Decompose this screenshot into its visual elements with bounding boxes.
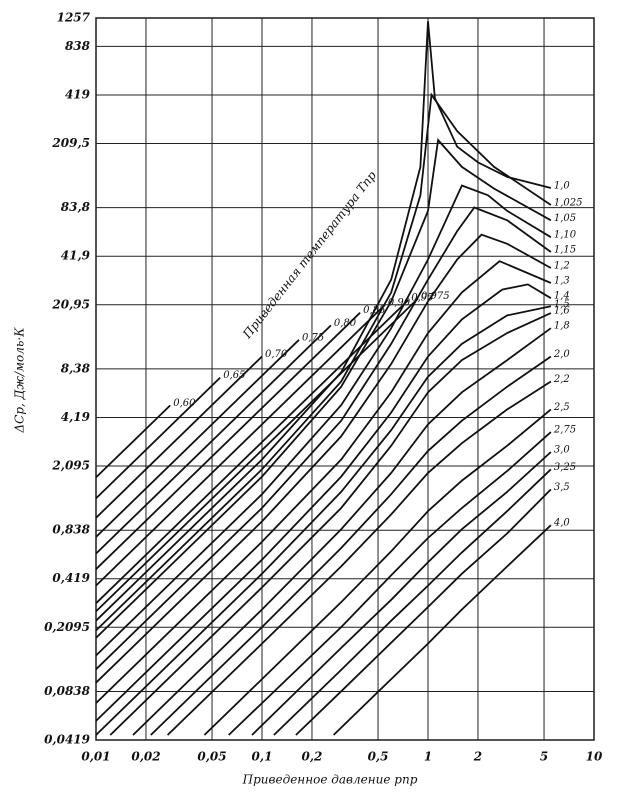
x-tick-label: 1 xyxy=(424,750,432,764)
series-label: 1,5 xyxy=(554,299,570,310)
series-line xyxy=(95,184,552,657)
series-label: 1,0 xyxy=(554,180,571,191)
y-axis-label: ΔCp, Дж/моль·К xyxy=(13,327,27,434)
y-tick-label: 0,419 xyxy=(52,571,90,585)
series-line xyxy=(228,431,552,736)
series-label: 1,8 xyxy=(554,321,570,332)
series-label: 3,5 xyxy=(554,482,570,493)
annotation: Приведенная температура Тпр xyxy=(239,168,379,341)
series-line xyxy=(95,283,552,722)
series-label: 0,975 xyxy=(421,291,450,302)
series-line xyxy=(273,468,552,736)
y-tick-label: 419 xyxy=(65,87,91,101)
series-label: 1,2 xyxy=(554,261,570,272)
series-label: 2,75 xyxy=(553,425,576,436)
series-label: 2,2 xyxy=(553,374,570,385)
series-line xyxy=(150,355,552,736)
series-line xyxy=(166,380,552,736)
x-tick-label: 0,05 xyxy=(197,750,226,764)
series-line xyxy=(95,233,552,684)
y-tick-label: 41,9 xyxy=(61,249,91,263)
y-tick-label: 4,19 xyxy=(61,410,91,424)
series-label: 0,75 xyxy=(302,332,324,343)
y-tick-label: 0,0419 xyxy=(44,733,91,747)
series-label: 0,95 xyxy=(411,293,433,304)
y-tick-label: 1257 xyxy=(57,11,91,25)
series-label: 1,4 xyxy=(554,291,570,302)
x-tick-label: 0,01 xyxy=(81,750,110,764)
x-tick-label: 0,5 xyxy=(368,750,389,764)
x-tick-label: 2 xyxy=(473,750,482,764)
series-label: 0,60 xyxy=(173,398,196,409)
series-line xyxy=(295,488,552,736)
y-tick-label: 0,0838 xyxy=(44,684,91,698)
y-tick-label: 8,38 xyxy=(61,361,91,375)
x-tick-label: 0,02 xyxy=(131,750,160,764)
series-label: 0,70 xyxy=(265,349,288,360)
series-line xyxy=(95,92,552,632)
series-line xyxy=(95,304,386,587)
series-line xyxy=(332,524,552,736)
y-tick-label: 2,095 xyxy=(51,459,90,473)
y-tick-label: 0,838 xyxy=(52,523,90,537)
x-tick-label: 0,2 xyxy=(302,750,323,764)
series-line xyxy=(132,327,552,736)
series-label: 2,5 xyxy=(553,402,570,413)
y-tick-label: 20,95 xyxy=(51,297,90,311)
x-tick-label: 5 xyxy=(540,750,548,764)
x-axis-label: Приведенное давление pпр xyxy=(242,773,418,787)
series-line xyxy=(95,260,552,704)
series-line xyxy=(95,138,552,639)
series-label: 0,65 xyxy=(223,370,245,381)
series-line xyxy=(95,305,552,736)
series-line xyxy=(95,21,552,622)
series-label: 1,025 xyxy=(554,198,583,209)
series-label: 0,80 xyxy=(334,318,357,329)
series-label: 3,0 xyxy=(554,444,571,455)
y-tick-label: 83,8 xyxy=(61,200,91,214)
series-line xyxy=(95,376,221,500)
x-tick-label: 0,1 xyxy=(252,750,273,764)
series-line xyxy=(95,312,361,570)
series-line xyxy=(95,404,171,479)
series-label: 0,90 xyxy=(388,297,411,308)
series-line xyxy=(95,324,332,555)
series-line xyxy=(203,408,552,736)
series-label: 2,0 xyxy=(553,349,571,360)
series-label: 1,3 xyxy=(554,275,570,286)
x-tick-label: 10 xyxy=(586,750,603,764)
series-label: 1,10 xyxy=(554,230,577,241)
y-tick-label: 838 xyxy=(65,39,91,53)
series-line xyxy=(95,299,409,604)
series-label: 3,25 xyxy=(554,462,576,473)
series-label: 1,6 xyxy=(554,306,571,317)
series-line xyxy=(95,206,552,670)
series-label: 1,15 xyxy=(554,244,576,255)
series-line xyxy=(95,355,263,519)
series-line xyxy=(95,297,419,613)
y-tick-label: 0,2095 xyxy=(44,620,90,634)
series-line xyxy=(109,312,552,736)
series-line xyxy=(251,451,552,736)
series-label: 1,05 xyxy=(554,213,576,224)
series-line xyxy=(95,339,300,538)
y-tick-label: 209,5 xyxy=(51,136,90,150)
series-label: 4,0 xyxy=(553,518,571,529)
